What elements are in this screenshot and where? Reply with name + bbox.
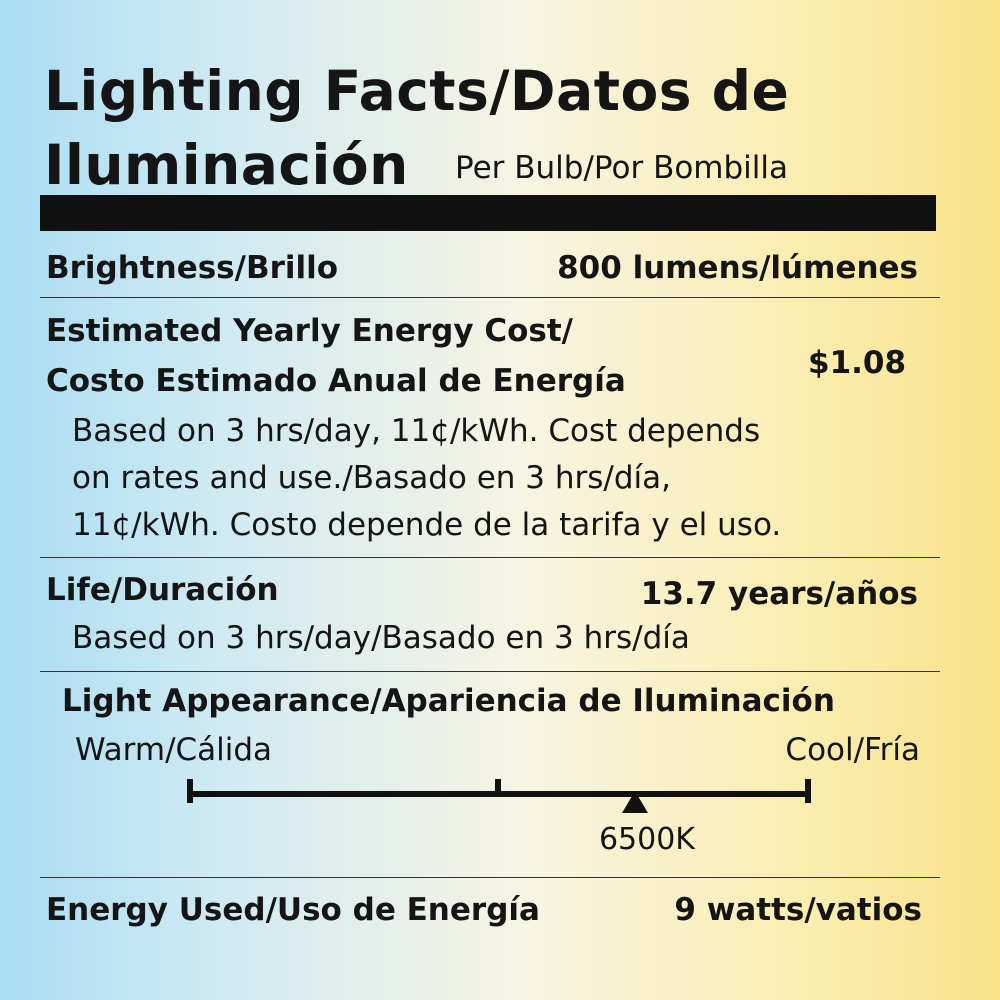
title-line-1: Lighting Facts/Datos de [44,59,790,123]
brightness-value: 800 lumens/lúmenes [557,250,918,286]
color-temperature-value: 6500K [598,822,695,857]
energy-cost-note-line-1: Based on 3 hrs/day, 11¢/kWh. Cost depend… [72,413,761,449]
divider [40,557,940,558]
energy-used-label: Energy Used/Uso de Energía [46,892,540,928]
life-note: Based on 3 hrs/day/Basado en 3 hrs/día [72,620,690,656]
cool-label: Cool/Fría [785,732,920,768]
color-temperature-marker [621,791,648,813]
life-value: 13.7 years/años [640,576,918,612]
light-appearance-label: Light Appearance/Apariencia de Iluminaci… [62,683,835,719]
scale-tick-start [187,779,193,803]
per-bulb-label: Per Bulb/Por Bombilla [455,150,789,186]
life-label: Life/Duración [46,572,279,608]
energy-cost-value: $1.08 [808,345,907,381]
energy-cost-note-line-2: on rates and use./Basado en 3 hrs/día, [72,460,671,496]
scale-tick-middle [495,779,501,797]
divider [40,671,940,672]
energy-cost-label-line-2: Costo Estimado Anual de Energía [46,363,626,399]
energy-cost-note-line-3: 11¢/kWh. Costo depende de la tarifa y el… [72,507,782,543]
color-temperature-scale [187,779,811,803]
title-line-2: Iluminación [44,133,409,197]
scale-tick-end [805,779,811,803]
divider [40,877,940,878]
energy-used-value: 9 watts/vatios [674,892,922,928]
brightness-label: Brightness/Brillo [46,250,339,286]
warm-label: Warm/Cálida [75,732,273,768]
energy-cost-label-line-1: Estimated Yearly Energy Cost/ [46,313,573,349]
header-bar [40,195,936,231]
divider [40,297,940,298]
